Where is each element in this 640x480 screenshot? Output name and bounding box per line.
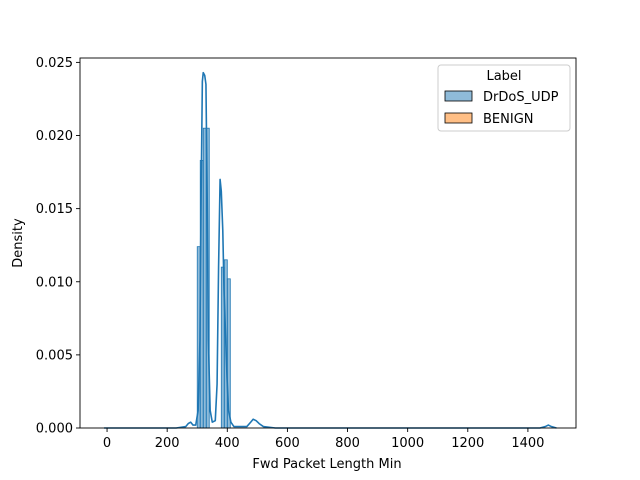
kde-line-drdos-udp bbox=[104, 71, 557, 429]
axes bbox=[79, 57, 577, 429]
plot-frame bbox=[79, 57, 577, 429]
x-tick-label: 800 bbox=[335, 436, 360, 451]
x-axis-label: Fwd Packet Length Min bbox=[252, 457, 401, 472]
histogram-bar bbox=[202, 127, 207, 429]
y-tick-label: 0.015 bbox=[36, 202, 73, 217]
legend-label-benign: BENIGN bbox=[483, 112, 534, 127]
x-tick-label: 1200 bbox=[451, 436, 484, 451]
x-tick-label: 0 bbox=[103, 436, 111, 451]
y-tick-label: 0.025 bbox=[36, 56, 73, 71]
y-axis-label: Density bbox=[11, 218, 26, 268]
x-tick-label: 1400 bbox=[511, 436, 544, 451]
tick-labels: 0 200 400 600 800 1000 1200 1400 0.000 0.005 0.010… bbox=[36, 56, 545, 451]
legend: Label DrDoS_UDP BENIGN bbox=[437, 64, 571, 132]
y-tick-label: 0.005 bbox=[36, 348, 73, 363]
x-tick-label: 600 bbox=[275, 436, 300, 451]
x-tick-label: 1000 bbox=[391, 436, 424, 451]
legend-title: Label bbox=[486, 69, 521, 84]
x-tick-label: 400 bbox=[215, 436, 240, 451]
x-tick-label: 200 bbox=[155, 436, 180, 451]
y-tick-label: 0.000 bbox=[36, 422, 73, 437]
y-tick-label: 0.010 bbox=[36, 275, 73, 290]
kde-curves bbox=[104, 71, 557, 429]
y-tick-label: 0.020 bbox=[36, 129, 73, 144]
legend-swatch-benign bbox=[444, 112, 473, 124]
legend-swatch-drdos-udp bbox=[444, 90, 473, 102]
legend-label-drdos-udp: DrDoS_UDP bbox=[483, 90, 559, 105]
